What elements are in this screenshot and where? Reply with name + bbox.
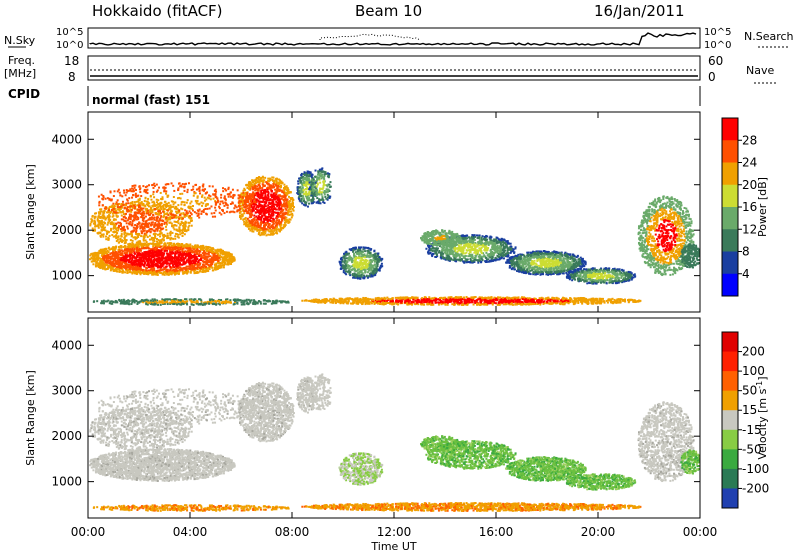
velocity-panel: 1000 2000 3000 4000 Slant Range [km] 00:00 0… — [24, 112, 717, 553]
velocity-colorbar-segment — [722, 449, 738, 470]
time-tick-label: 12:00 — [377, 525, 412, 539]
velocity-colorbar-segment — [722, 332, 738, 353]
velocity-heatmap — [89, 373, 700, 512]
velocity-colorbar-tick: -50 — [742, 442, 762, 456]
time-tick-label: 04:00 — [173, 525, 208, 539]
time-tick-label: 16:00 — [479, 525, 514, 539]
velocity-colorbar-tick: -200 — [742, 481, 769, 495]
velocity-colorbar-tick: -100 — [742, 462, 769, 476]
freq-unit: [MHz] — [4, 67, 36, 80]
power-colorbar-segment — [722, 251, 738, 275]
noise-tick-high-left: 10^5 — [56, 27, 83, 38]
velocity-colorbar-tick: 200 — [742, 345, 765, 359]
velocity-colorbar-label: Velocity [m s-1] — [755, 376, 769, 459]
velocity-colorbar-tick: 100 — [742, 364, 765, 378]
station-title: Hokkaido (fitACF) — [92, 2, 223, 20]
noise-tick-high-right: 10^5 — [704, 27, 731, 38]
cpid-label: CPID — [8, 87, 40, 101]
noise-tick-low-left: 10^0 — [56, 40, 83, 51]
velocity-ytick-label: 4000 — [51, 338, 82, 352]
noise-sky-line — [89, 32, 697, 46]
velocity-colorbar-segment — [722, 390, 738, 411]
power-ylabel: Slant Range [km] — [24, 164, 37, 260]
power-ytick-label: 4000 — [51, 132, 82, 146]
velocity-colorbar-tick: 15 — [742, 403, 757, 417]
power-colorbar-tick: 4 — [742, 267, 750, 281]
time-axis-label: Time UT — [370, 540, 416, 553]
nave-tick-low: 0 — [708, 70, 716, 84]
velocity-colorbar-segment — [722, 429, 738, 450]
velocity-ylabel: Slant Range [km] — [24, 370, 37, 466]
power-colorbar-tick: 24 — [742, 156, 757, 170]
velocity-colorbar-tick: -15 — [742, 423, 762, 437]
power-colorbar-segment — [722, 184, 738, 208]
velocity-colorbar-segment — [722, 488, 738, 509]
cpid-panel: CPID normal (fast) 151 — [8, 86, 701, 107]
velocity-colorbar: 200 100 50 15 -15 -50 -100 -200 Velocity [m s-1… — [721, 331, 769, 509]
power-ytick-label: 2000 — [51, 223, 82, 237]
power-colorbar-tick: 12 — [742, 222, 757, 236]
noise-search-line — [319, 33, 421, 41]
velocity-ytick-label: 1000 — [51, 475, 82, 489]
power-colorbar-segment — [722, 140, 738, 163]
velocity-colorbar-segment — [722, 351, 738, 372]
freq-label: Freq. — [8, 54, 35, 67]
nave-label: Nave — [746, 64, 774, 77]
power-panel: 1000 2000 3000 4000 Slant Range [km] — [24, 111, 701, 313]
power-heatmap — [89, 167, 700, 306]
cpid-text: normal (fast) 151 — [92, 93, 210, 107]
power-colorbar-tick: 16 — [742, 200, 757, 214]
power-ytick-label: 3000 — [51, 178, 82, 192]
date-title: 16/Jan/2011 — [594, 2, 685, 20]
power-colorbar-label: Power [dB] — [756, 177, 769, 237]
beam-title: Beam 10 — [355, 2, 422, 20]
velocity-colorbar-segment — [722, 371, 738, 392]
power-colorbar-tick: 28 — [742, 133, 757, 147]
noise-panel: N.Sky 10^5 10^0 10^5 10^0 N.Search — [4, 27, 794, 51]
velocity-colorbar-tick: 50 — [742, 384, 757, 398]
velocity-colorbar-segment — [722, 468, 738, 489]
power-colorbar-segment — [722, 162, 738, 186]
noise-tick-low-right: 10^0 — [704, 40, 731, 51]
freq-panel: Freq. [MHz] 18 8 60 0 Nave — [4, 54, 776, 84]
time-tick-label: 08:00 — [275, 525, 310, 539]
velocity-ytick-label: 3000 — [51, 384, 82, 398]
power-colorbar-tick: 20 — [742, 178, 757, 192]
power-colorbar-tick: 8 — [742, 245, 750, 259]
time-tick-label: 20:00 — [581, 525, 616, 539]
time-tick-label: 00:00 — [683, 525, 718, 539]
nave-tick-high: 60 — [708, 54, 723, 68]
velocity-colorbar-segment — [722, 410, 738, 431]
time-tick-label: 00:00 — [71, 525, 106, 539]
power-colorbar-segment — [722, 273, 738, 297]
power-ytick-label: 1000 — [51, 269, 82, 283]
freq-tick-high: 18 — [64, 54, 79, 68]
power-colorbar-segment — [722, 118, 738, 141]
nsearch-label: N.Search — [744, 30, 794, 43]
power-colorbar: 4 8 12 16 20 24 28 Power [dB] — [721, 117, 769, 297]
freq-tick-low: 8 — [68, 70, 76, 84]
velocity-ytick-label: 2000 — [51, 429, 82, 443]
power-colorbar-segment — [722, 229, 738, 252]
power-colorbar-segment — [722, 207, 738, 230]
nsky-label: N.Sky — [4, 34, 36, 47]
